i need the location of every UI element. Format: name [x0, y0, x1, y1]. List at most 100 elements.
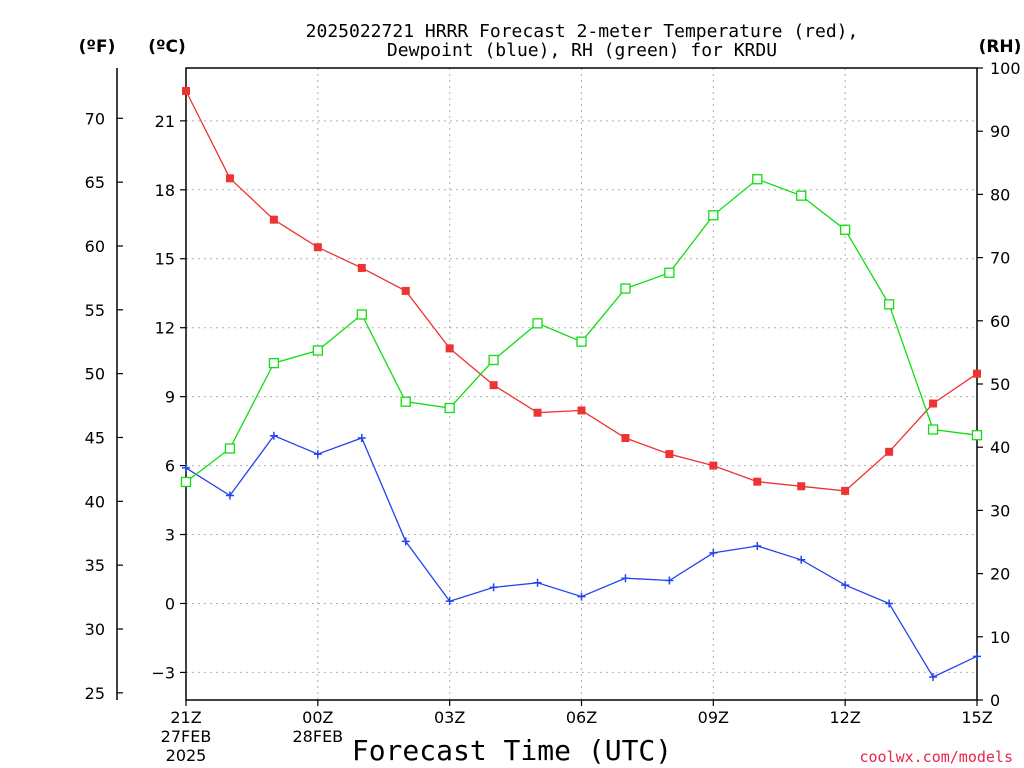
dewpoint-point — [313, 450, 322, 459]
dewpoint-point — [929, 673, 938, 682]
rh-point — [883, 299, 895, 310]
celsius-tick-label: 6 — [165, 457, 175, 476]
temperature-point — [489, 381, 498, 390]
rh-point — [664, 267, 675, 278]
dewpoint-point — [753, 542, 762, 551]
rh-point — [708, 210, 719, 221]
temperature-point — [709, 461, 718, 470]
dewpoint-point — [401, 537, 410, 546]
rh-point — [927, 424, 939, 435]
x-tick-label: 15Z — [961, 708, 992, 727]
dewpoint-point — [445, 597, 454, 606]
x-tick-date-label: 28FEB — [293, 727, 344, 746]
dewpoint-point — [885, 599, 894, 608]
x-tick-label: 12Z — [830, 708, 861, 727]
x-tick-label: 03Z — [434, 708, 465, 727]
rh-point — [488, 354, 499, 366]
temperature-point — [665, 450, 674, 459]
axis-ticks: −3 0 3 6 9 12 15 18 21 25 30 35 40 45 50 55 60 65 70 0 10 20 3… — [85, 59, 1021, 765]
temperature-point — [182, 86, 190, 95]
plot-frame — [185, 67, 978, 701]
x-tick-label: 00Z — [302, 708, 333, 727]
temperature-point — [577, 406, 586, 415]
rh-point — [224, 443, 236, 454]
temperature-point — [797, 482, 806, 491]
rh-unit-label: (RH) — [979, 37, 1022, 57]
celsius-tick-label: 0 — [165, 594, 175, 613]
fahrenheit-tick-label: 70 — [85, 109, 105, 128]
rh-tick-label: 60 — [990, 312, 1010, 331]
x-axis-title: Forecast Time (UTC) — [352, 734, 672, 767]
rh-tick-label: 30 — [990, 501, 1010, 520]
temperature-point — [225, 174, 234, 183]
dewpoint-point — [533, 578, 542, 587]
data-series — [180, 86, 983, 682]
rh-point — [840, 224, 851, 235]
celsius-tick-label: −3 — [151, 663, 175, 682]
credit-text: coolwx.com/models — [859, 748, 1013, 766]
temperature-point — [841, 486, 850, 495]
dewpoint-point — [797, 555, 806, 564]
rh-point — [400, 396, 411, 407]
dewpoint-point — [269, 431, 278, 440]
temperature-point — [533, 408, 542, 417]
celsius-tick-label: 12 — [155, 319, 175, 338]
temperature-point — [621, 434, 630, 443]
rh-point — [971, 430, 983, 441]
rh-point — [312, 345, 323, 356]
dewpoint-point — [665, 576, 674, 585]
celsius-tick-label: 21 — [155, 112, 175, 131]
celsius-unit-label: (ºC) — [148, 37, 186, 57]
fahrenheit-tick-label: 40 — [85, 492, 105, 511]
dewpoint-point — [357, 434, 366, 443]
x-tick-date-label: 27FEB — [161, 727, 212, 746]
rh-point — [356, 309, 367, 320]
grid-lines — [186, 68, 977, 700]
x-tick-year-label: 2025 — [166, 746, 207, 765]
rh-point — [180, 476, 192, 488]
rh-tick-label: 10 — [990, 628, 1010, 647]
rh-point — [576, 336, 587, 347]
rh-point — [796, 190, 807, 201]
temperature-point — [313, 243, 322, 252]
celsius-tick-label: 3 — [165, 526, 175, 545]
rh-tick-label: 40 — [990, 438, 1010, 457]
temperature-point — [269, 215, 278, 224]
celsius-tick-label: 15 — [155, 250, 175, 269]
chart-title-line-1: 2025022721 HRRR Forecast 2-meter Tempera… — [306, 21, 859, 42]
temperature-point — [753, 477, 762, 486]
dewpoint-point — [182, 463, 190, 472]
dewpoint-point — [577, 592, 586, 601]
temperature-point — [401, 286, 410, 295]
rh-tick-label: 70 — [990, 249, 1010, 268]
dewpoint-point — [709, 548, 718, 557]
x-tick-label: 21Z — [170, 708, 201, 727]
rh-tick-label: 20 — [990, 565, 1010, 584]
dewpoint-point — [973, 652, 981, 661]
dewpoint-point — [621, 574, 630, 583]
rh-point — [444, 402, 455, 414]
dewpoint-point — [841, 581, 850, 590]
rh-point — [620, 283, 631, 294]
dewpoint-point — [225, 491, 234, 500]
celsius-tick-label: 18 — [155, 181, 175, 200]
fahrenheit-unit-label: (ºF) — [79, 37, 116, 57]
rh-point — [268, 357, 280, 369]
fahrenheit-tick-label: 45 — [85, 428, 105, 447]
rh-point — [532, 318, 543, 329]
fahrenheit-tick-label: 30 — [85, 620, 105, 639]
x-tick-label: 09Z — [698, 708, 729, 727]
fahrenheit-tick-label: 25 — [85, 684, 105, 703]
temperature-point — [973, 369, 981, 378]
temperature-point — [929, 399, 938, 408]
temperature-point — [357, 263, 366, 272]
rh-tick-label: 50 — [990, 375, 1010, 394]
temperature-point — [445, 344, 454, 353]
rh-tick-label: 80 — [990, 185, 1010, 204]
rh-point — [752, 174, 763, 185]
fahrenheit-tick-label: 55 — [85, 301, 105, 320]
chart-title-line-2: Dewpoint (blue), RH (green) for KRDU — [387, 40, 777, 61]
x-tick-label: 06Z — [566, 708, 597, 727]
